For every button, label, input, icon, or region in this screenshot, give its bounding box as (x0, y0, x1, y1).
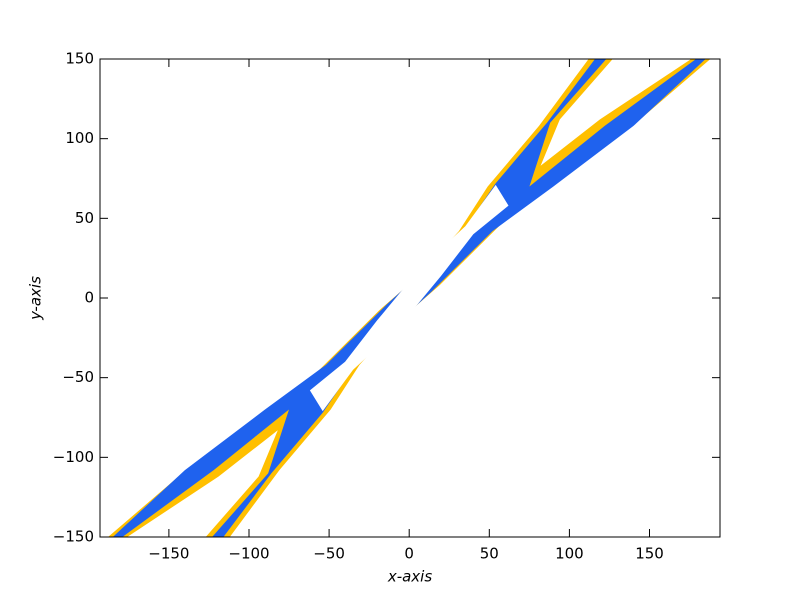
y-tick-label: 150 (65, 50, 94, 68)
y-tick-label: 0 (84, 289, 94, 307)
plot-regions (108, 59, 711, 537)
y-tick-label: 100 (65, 129, 94, 147)
x-tick-label: −150 (148, 545, 189, 563)
y-tick-label: −100 (53, 448, 94, 466)
y-tick-label: −150 (53, 528, 94, 546)
x-tick-label: 50 (480, 545, 499, 563)
y-tick-label: −50 (62, 368, 94, 386)
x-tick-label: 0 (404, 545, 414, 563)
x-axis-label: x-axis (387, 568, 433, 586)
x-tick-label: −100 (228, 545, 269, 563)
x-tick-label: 100 (555, 545, 584, 563)
y-tick-label: 50 (75, 209, 94, 227)
region (309, 184, 509, 412)
x-tick-label: 150 (635, 545, 664, 563)
y-axis-label: y-axis (27, 276, 45, 321)
x-tick-label: −50 (313, 545, 345, 563)
